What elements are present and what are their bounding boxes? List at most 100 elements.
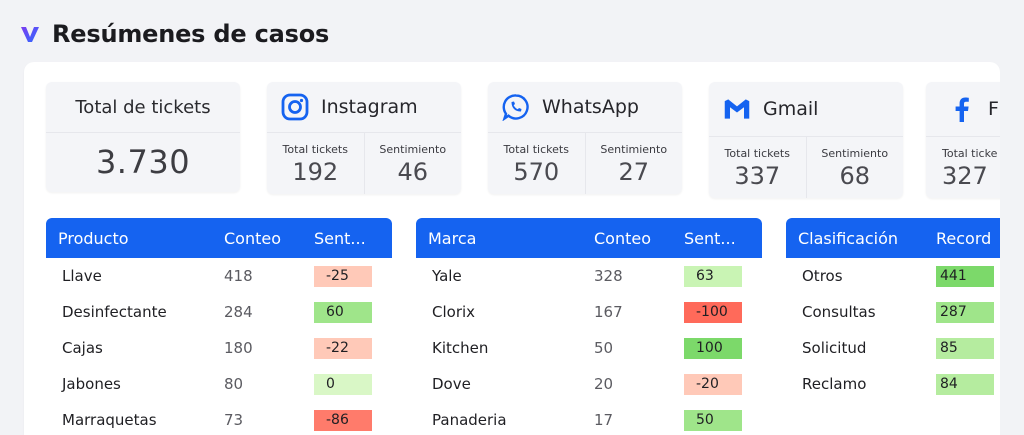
sentiment-badge: -25: [314, 265, 372, 287]
channel-card-instagram[interactable]: Instagram Total tickets 192 Sentimiento 46: [267, 82, 461, 194]
channel-name: Gmail: [763, 98, 819, 120]
row-name: Dove: [432, 375, 471, 393]
record-badge: 84: [936, 373, 994, 395]
sentiment-badge: 50: [684, 409, 742, 431]
total-tickets-label: Total tickets: [724, 146, 790, 160]
total-tickets-value: 570: [513, 157, 560, 186]
total-tickets-label: Total de tickets: [46, 82, 240, 133]
sentiment-value: 68: [839, 161, 871, 190]
page-header: Resúmenes de casos: [20, 16, 329, 52]
row-count: 20: [594, 375, 614, 393]
total-tickets-label: Total tickets: [503, 142, 569, 156]
row-name: Reclamo: [802, 375, 867, 393]
marca-table: Marca Conteo Sent... Yale 328 63 Clorix 167…: [416, 218, 762, 435]
sentiment-badge: -20: [684, 373, 742, 395]
row-name: Cajas: [62, 339, 103, 357]
row-name: Clorix: [432, 303, 476, 321]
table-row[interactable]: Kitchen 50 100: [416, 330, 762, 366]
row-count: 73: [224, 411, 244, 429]
record-badge: 85: [936, 337, 994, 359]
table-row[interactable]: Llave 418 -25: [46, 258, 392, 294]
row-name: Panaderia: [432, 411, 507, 429]
row-name: Llave: [62, 267, 102, 285]
column-header-sentimiento[interactable]: Sent...: [314, 228, 366, 248]
table-row[interactable]: Panaderia 17 50: [416, 402, 762, 435]
gmail-icon: [723, 95, 751, 123]
row-name: Yale: [432, 267, 462, 285]
channel-card-gmail[interactable]: Gmail Total tickets 337 Sentimiento 68: [709, 82, 903, 198]
channel-card-whatsapp[interactable]: WhatsApp Total tickets 570 Sentimiento 27: [488, 82, 682, 194]
table-header: Marca Conteo Sent...: [416, 218, 762, 258]
row-name: Desinfectante: [62, 303, 167, 321]
sentiment-value: 46: [397, 157, 429, 186]
sentiment-badge: 60: [314, 301, 372, 323]
column-header-conteo[interactable]: Conteo: [224, 228, 282, 248]
page-background-edge: [1000, 62, 1024, 435]
table-row[interactable]: Yale 328 63: [416, 258, 762, 294]
sentiment-badge: -86: [314, 409, 372, 431]
column-header-sentimiento[interactable]: Sent...: [684, 228, 736, 248]
table-header: Producto Conteo Sent...: [46, 218, 392, 258]
column-header-producto[interactable]: Producto: [58, 228, 129, 248]
facebook-icon: [948, 95, 976, 123]
row-count: 418: [224, 267, 253, 285]
column-header-marca[interactable]: Marca: [428, 228, 477, 248]
table-row[interactable]: Dove 20 -20: [416, 366, 762, 402]
sentiment-label: Sentimiento: [821, 146, 889, 160]
table-row[interactable]: Otros 441: [786, 258, 1000, 294]
app-logo-icon: [21, 27, 39, 42]
column-header-conteo[interactable]: Conteo: [594, 228, 652, 248]
instagram-icon: [281, 93, 309, 121]
total-tickets-value: 3.730: [95, 143, 191, 181]
dashboard-panel: Total de tickets 3.730 Instagram Total t…: [24, 62, 1000, 435]
sentiment-badge: 0: [314, 373, 372, 395]
row-name: Kitchen: [432, 339, 489, 357]
table-row[interactable]: Desinfectante 284 60: [46, 294, 392, 330]
row-name: Marraquetas: [62, 411, 157, 429]
table-row[interactable]: Solicitud 85: [786, 330, 1000, 366]
total-tickets-value: 337: [734, 161, 781, 190]
column-header-clasificacion[interactable]: Clasificación: [798, 228, 899, 248]
total-tickets-label: Total tickets: [282, 142, 348, 156]
sentiment-badge: -22: [314, 337, 372, 359]
total-tickets-card: Total de tickets 3.730: [46, 82, 240, 192]
row-count: 167: [594, 303, 623, 321]
producto-table: Producto Conteo Sent... Llave 418 -25 Desi…: [46, 218, 392, 435]
row-name: Otros: [802, 267, 843, 285]
page-title: Resúmenes de casos: [52, 20, 330, 48]
table-row[interactable]: Clorix 167 -100: [416, 294, 762, 330]
record-badge: 441: [936, 265, 994, 287]
clasificacion-table: Clasificación Record Otros 441 Consultas 2…: [786, 218, 1000, 402]
total-tickets-label: Total ticke: [942, 146, 998, 160]
table-row[interactable]: Reclamo 84: [786, 366, 1000, 402]
channel-name: F: [988, 98, 999, 120]
whatsapp-icon: [502, 93, 530, 121]
sentiment-label: Sentimiento: [379, 142, 447, 156]
sentiment-value: 27: [618, 157, 650, 186]
row-count: 50: [594, 339, 614, 357]
table-row[interactable]: Consultas 287: [786, 294, 1000, 330]
row-count: 80: [224, 375, 244, 393]
row-count: 328: [594, 267, 623, 285]
record-badge: 287: [936, 301, 994, 323]
channel-name: WhatsApp: [542, 96, 639, 118]
sentiment-label: Sentimiento: [600, 142, 668, 156]
row-count: 180: [224, 339, 253, 357]
sentiment-badge: -100: [684, 301, 742, 323]
row-count: 284: [224, 303, 253, 321]
table-row[interactable]: Marraquetas 73 -86: [46, 402, 392, 435]
row-name: Solicitud: [802, 339, 867, 357]
total-tickets-value: 192: [292, 157, 339, 186]
channel-card-facebook[interactable]: F Total ticke 327: [926, 82, 1000, 198]
channel-name: Instagram: [321, 96, 418, 118]
row-count: 17: [594, 411, 614, 429]
row-name: Consultas: [802, 303, 876, 321]
sentiment-badge: 63: [684, 265, 742, 287]
sentiment-badge: 100: [684, 337, 742, 359]
table-header: Clasificación Record: [786, 218, 1000, 258]
table-row[interactable]: Jabones 80 0: [46, 366, 392, 402]
column-header-record[interactable]: Record: [936, 228, 992, 248]
table-row[interactable]: Cajas 180 -22: [46, 330, 392, 366]
total-tickets-value: 327: [942, 161, 988, 190]
row-name: Jabones: [62, 375, 121, 393]
